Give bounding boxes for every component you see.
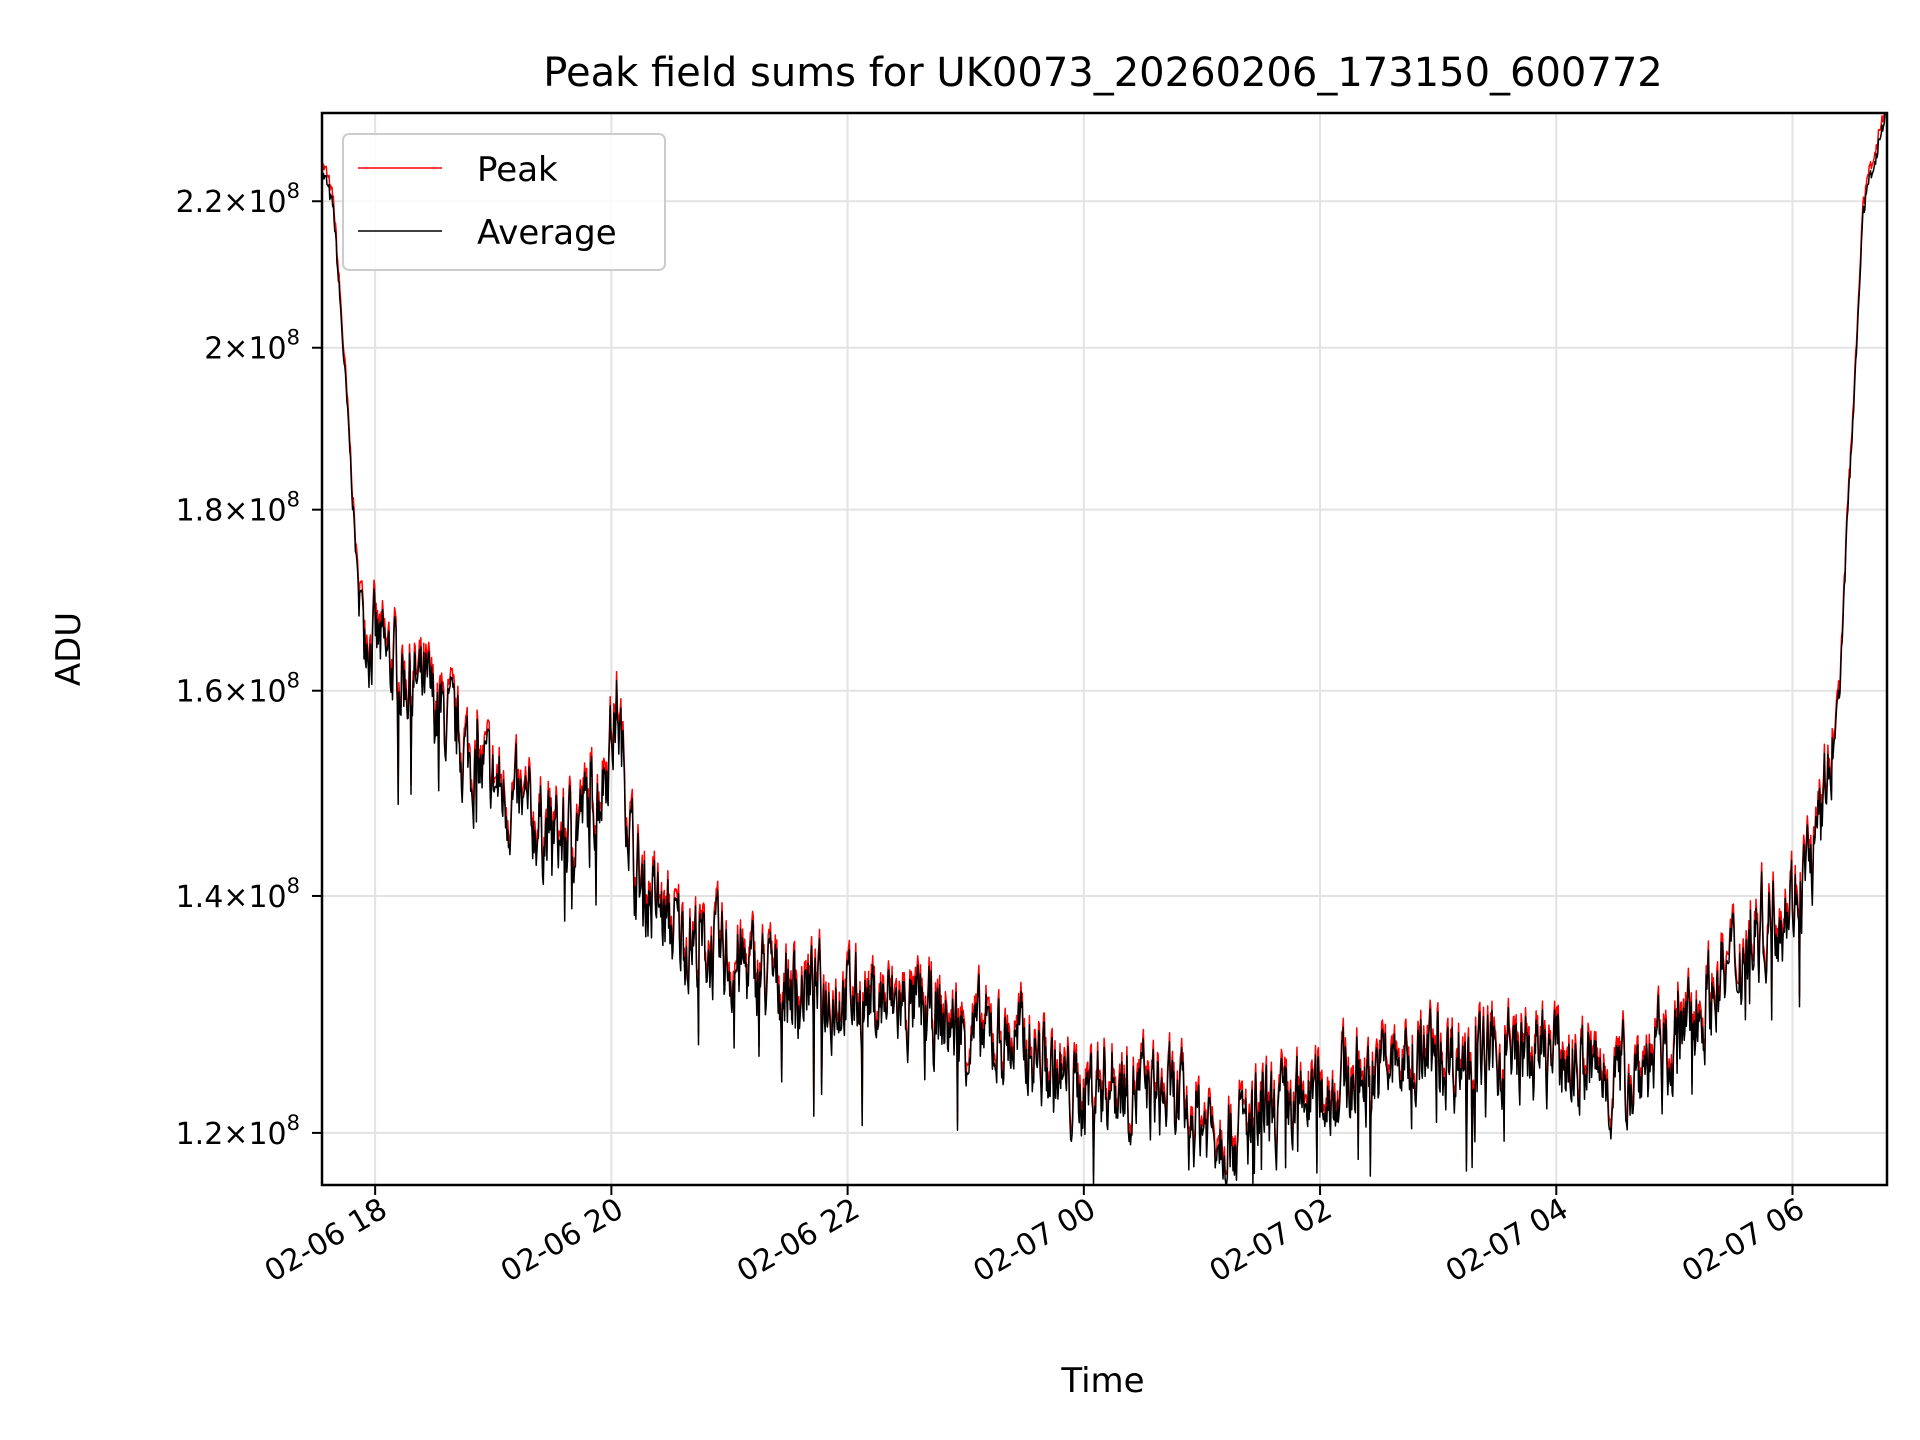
y-tick-label: 1.2×108	[176, 1111, 300, 1152]
y-tick-label: 1.4×108	[176, 874, 300, 915]
series-lines	[322, 113, 1886, 1185]
x-tick-label: 02-06 20	[495, 1192, 629, 1290]
y-axis-label: ADU	[49, 612, 89, 686]
legend-label-peak: Peak	[477, 150, 558, 190]
x-tick-label: 02-07 06	[1676, 1192, 1810, 1290]
y-tick-label: 1.8×108	[176, 488, 300, 529]
x-axis: 02-06 18 02-06 20 02-06 22 02-07 00 02-07 02…	[259, 1185, 1811, 1289]
x-tick-label: 02-07 04	[1440, 1192, 1574, 1290]
y-tick-label: 2.2×108	[176, 179, 300, 220]
chart-title: Peak field sums for UK0073_20260206_1731…	[543, 50, 1662, 96]
legend-label-average: Average	[477, 213, 617, 253]
grid-lines	[322, 113, 1887, 1185]
y-tick-label: 1.6×108	[176, 669, 300, 710]
y-axis: 1.2×108 1.4×108 1.6×108 1.8×108 2×108 2.2×108	[176, 179, 322, 1152]
x-tick-label: 02-07 00	[968, 1192, 1102, 1290]
y-tick-label: 2×108	[204, 326, 300, 367]
series-line-average	[322, 113, 1886, 1185]
x-tick-label: 02-06 18	[259, 1192, 393, 1290]
x-axis-label: Time	[1060, 1361, 1144, 1401]
x-tick-label: 02-06 22	[731, 1192, 865, 1290]
x-tick-label: 02-07 02	[1204, 1192, 1338, 1290]
legend: Peak Average	[342, 133, 666, 271]
plot-area-frame	[320, 111, 1889, 1187]
